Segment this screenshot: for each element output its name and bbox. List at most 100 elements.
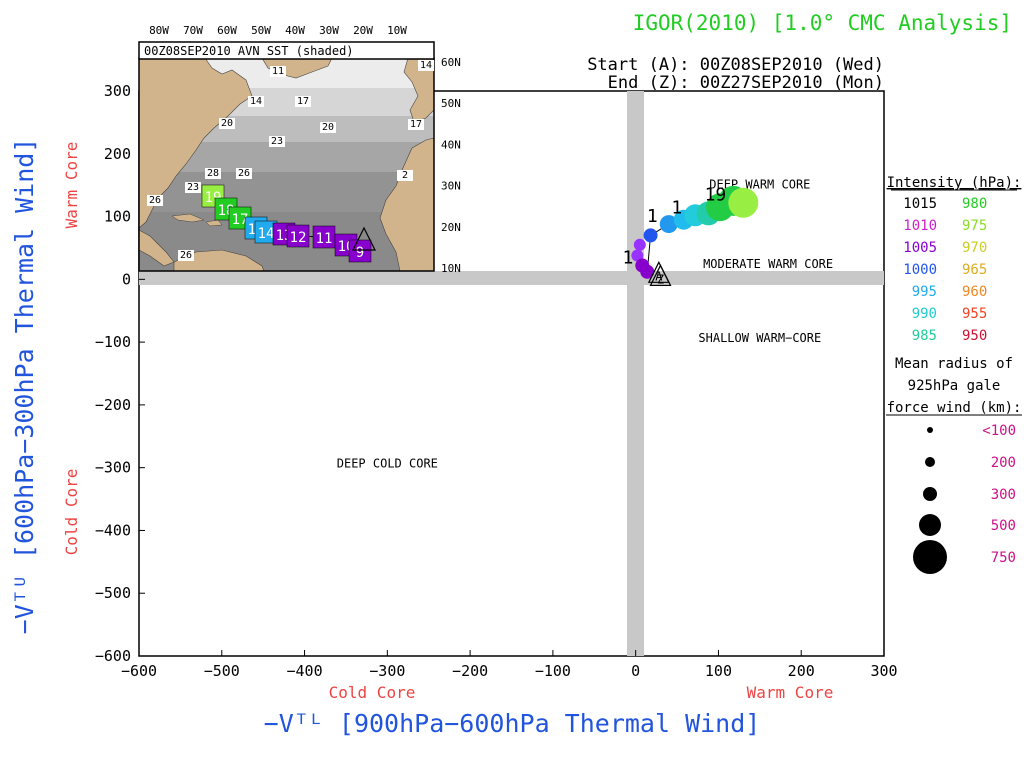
sst-label: 23 <box>187 182 199 193</box>
inset-lon-label: 60W <box>217 24 237 37</box>
sst-label-box <box>269 136 285 147</box>
y-tick-label: 100 <box>104 208 131 226</box>
radius-title-3: force wind (km): <box>887 400 1022 416</box>
sst-label-box <box>147 195 163 206</box>
sst-label: 26 <box>149 195 161 206</box>
radius-label: 750 <box>991 550 1016 566</box>
sst-label-box <box>205 168 221 179</box>
track-point <box>728 187 759 218</box>
y-cold-core-label: Cold Core <box>62 469 81 556</box>
inset-lat-label: 40N <box>441 138 461 151</box>
inset-title: 00Z08SEP2010 AVN SST (shaded) <box>144 44 354 58</box>
track-day-label: 19 <box>705 185 727 206</box>
inset-lat-label: 10N <box>441 262 461 275</box>
region-label: SHALLOW WARM−CORE <box>698 331 821 345</box>
inset-track-label: 11 <box>316 231 333 247</box>
intensity-value: 995 <box>912 284 937 300</box>
sst-label-box <box>320 122 336 133</box>
intensity-value: 1005 <box>903 240 937 256</box>
y-tick-label: −600 <box>95 647 131 665</box>
y-warm-core-label: Warm Core <box>62 142 81 229</box>
radius-label: 500 <box>991 518 1016 534</box>
intensity-value: 970 <box>962 240 987 256</box>
radius-label: 300 <box>991 487 1016 503</box>
y-axis-title: −Vᵀᵁ [600hPa−300hPa Thermal Wind] <box>10 138 39 635</box>
intensity-value: 990 <box>912 306 937 322</box>
sst-label-box <box>408 119 424 130</box>
x-axis-title: −Vᵀᴸ [900hPa−600hPa Thermal Wind] <box>264 709 761 738</box>
y-tick-label: 0 <box>122 270 131 288</box>
inset-track-box <box>286 224 310 248</box>
sst-label-box <box>295 96 311 107</box>
sst-label: 26 <box>238 168 250 179</box>
radius-dot <box>927 427 933 433</box>
inset-track-label: 12 <box>290 230 307 246</box>
track-day-label: 1 <box>622 248 633 269</box>
sst-label-box <box>397 170 413 181</box>
x-tick-label: −200 <box>452 662 488 680</box>
inset-lat-label: 30N <box>441 180 461 193</box>
intensity-value: 1015 <box>903 196 937 212</box>
track-point <box>659 215 678 234</box>
north-america-land <box>138 57 253 229</box>
inset-lat-label: 50N <box>441 97 461 110</box>
inset-lon-label: 30W <box>319 24 339 37</box>
intensity-value: 960 <box>962 284 987 300</box>
y-tick-label: 200 <box>104 145 131 163</box>
inset-track-box <box>348 239 372 263</box>
radius-label: <100 <box>982 423 1016 439</box>
sst-label: 23 <box>271 136 283 147</box>
sst-label-box <box>185 182 201 193</box>
sst-label-box <box>178 250 194 261</box>
inset-lon-label: 10W <box>387 24 407 37</box>
y-tick-label: −100 <box>95 333 131 351</box>
sst-label: 14 <box>250 96 262 107</box>
track-day-label: 1 <box>647 206 658 227</box>
x-warm-core-label: Warm Core <box>747 683 834 702</box>
radius-title-1: Mean radius of <box>895 356 1013 372</box>
intensity-value: 965 <box>962 262 987 278</box>
sst-label-box <box>270 66 286 77</box>
sst-label: 14 <box>420 60 432 71</box>
inset-lon-label: 70W <box>183 24 203 37</box>
x-tick-label: 200 <box>788 662 815 680</box>
sst-label: 2 <box>402 170 408 181</box>
inset-start-marker <box>352 226 376 251</box>
inset-lon-label: 20W <box>353 24 373 37</box>
region-label: MODERATE WARM CORE <box>703 257 833 271</box>
intensity-value: 1010 <box>903 218 937 234</box>
track-day-label: 1 <box>671 197 682 218</box>
radius-label: 200 <box>991 455 1016 471</box>
sst-label-box <box>418 60 434 71</box>
sst-label-box <box>248 96 264 107</box>
legend: Intensity (hPa): 1015 1010 1005 1000 995 990 9… <box>886 175 1022 574</box>
sst-label: 17 <box>297 96 309 107</box>
sst-label: 28 <box>207 168 219 179</box>
end-marker-label: Z <box>657 272 664 286</box>
vertical-zero-band <box>627 91 644 656</box>
track-point <box>631 249 644 262</box>
x-cold-core-label: Cold Core <box>329 683 416 702</box>
inset-lon-label: 50W <box>251 24 271 37</box>
end-marker-label: A <box>655 269 663 283</box>
sst-label-box <box>236 168 252 179</box>
sst-label: 20 <box>322 122 334 133</box>
radius-title-2: 925hPa gale <box>908 378 1001 394</box>
radius-dot <box>919 514 941 536</box>
radius-dot <box>925 457 935 467</box>
hispaniola-land <box>205 219 223 227</box>
sst-label-box <box>219 118 235 129</box>
radius-dot <box>913 540 947 574</box>
start-label: Start (A): 00Z08SEP2010 (Wed) <box>587 55 884 75</box>
radius-dot <box>923 487 937 501</box>
sst-label: 17 <box>410 119 422 130</box>
sst-label: 26 <box>180 250 192 261</box>
y-tick-label: −400 <box>95 521 131 539</box>
sst-label: 11 <box>272 66 284 77</box>
central-america-land <box>138 229 175 267</box>
plot-frame <box>138 90 885 657</box>
y-tick-label: −500 <box>95 584 131 602</box>
intensity-value: 1000 <box>903 262 937 278</box>
